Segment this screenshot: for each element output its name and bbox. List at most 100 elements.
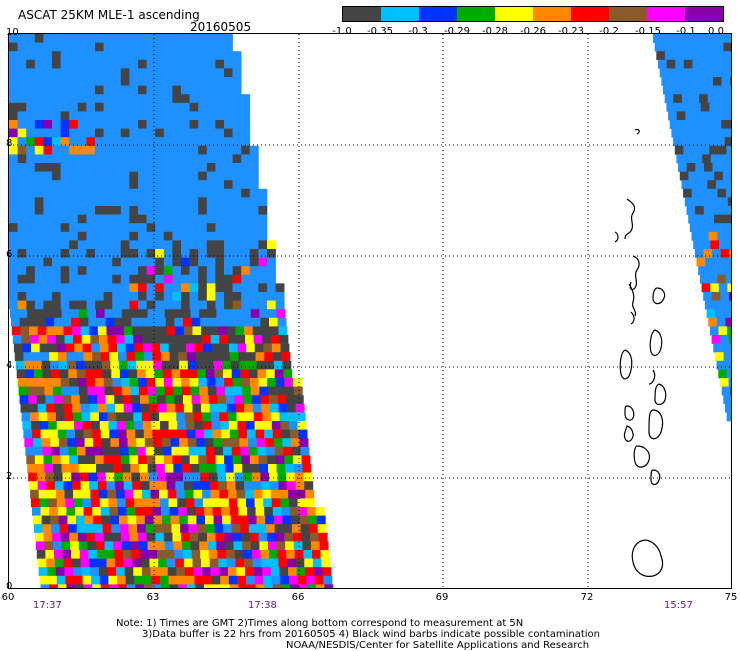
swath-cell [228, 412, 237, 421]
swath-cell [109, 344, 118, 353]
swath-cell [167, 404, 176, 413]
swath-cell [282, 361, 291, 370]
swath-cell [155, 129, 164, 138]
swath-cell [287, 404, 296, 413]
swath-cell [201, 326, 210, 335]
swath-cell [683, 146, 692, 155]
swath-cell [198, 283, 207, 292]
swath-cell [166, 473, 175, 482]
swath-cell [39, 567, 48, 576]
swath-cell [267, 258, 276, 267]
swath-cell [195, 584, 204, 588]
swath-cell [155, 301, 164, 310]
swath-cell [167, 481, 176, 490]
swath-cell [77, 524, 86, 533]
swath-cell [207, 249, 216, 258]
swath-cell [662, 34, 671, 43]
pass-time-label: 15:57 [664, 600, 693, 611]
swath-cell [276, 455, 285, 464]
swath-cell [164, 103, 173, 112]
swath-cell [174, 473, 183, 482]
swath-cell [91, 498, 100, 507]
swath-cell [717, 361, 726, 370]
swath-cell [215, 240, 224, 249]
swath-cell [198, 43, 207, 52]
swath-cell [62, 541, 71, 550]
swath-cell [18, 77, 27, 86]
swath-cell [199, 387, 208, 396]
swath-cell [131, 395, 140, 404]
swath-cell [728, 197, 731, 206]
swath-cell [103, 524, 112, 533]
x-tick-label: 69 [436, 592, 449, 603]
swath-cell [13, 335, 22, 344]
swath-cell [37, 473, 46, 482]
swath-cell [244, 326, 253, 335]
swath-cell [218, 481, 227, 490]
swath-cell [258, 292, 267, 301]
swath-cell [84, 352, 93, 361]
swath-cell [18, 180, 27, 189]
swath-cell [205, 438, 214, 447]
swath-cell [43, 60, 52, 69]
swath-cell [215, 129, 224, 138]
swath-cell [112, 189, 121, 198]
swath-cell [18, 378, 27, 387]
swath-cell [129, 77, 138, 86]
swath-cell [130, 533, 139, 542]
swath-cell [263, 344, 272, 353]
swath-cell [87, 541, 96, 550]
swath-cell [727, 412, 731, 421]
swath-cell [280, 567, 289, 576]
swath-cell [52, 51, 61, 60]
swath-cell [205, 516, 214, 525]
swath-cell [121, 86, 130, 95]
swath-cell [277, 309, 286, 318]
swath-cell [86, 180, 95, 189]
swath-cell [97, 550, 106, 559]
swath-cell [129, 524, 138, 533]
swath-cell [76, 516, 85, 525]
swath-cell [689, 86, 698, 95]
swath-cell [193, 559, 202, 568]
swath-cell [224, 292, 233, 301]
swath-cell [168, 335, 177, 344]
swath-cell [144, 584, 153, 588]
swath-cell [33, 438, 42, 447]
swath-cell [281, 507, 290, 516]
swath-cell [12, 326, 21, 335]
swath-cell [36, 464, 45, 473]
swath-cell [257, 516, 266, 525]
swath-cell [228, 567, 237, 576]
swath-cell [95, 43, 104, 52]
swath-cell [256, 352, 265, 361]
island-outline [625, 199, 635, 239]
swath-cell [722, 387, 731, 396]
swath-cell [92, 352, 101, 361]
swath-cell [163, 524, 172, 533]
swath-cell [241, 378, 250, 387]
swath-cell [172, 94, 181, 103]
swath-cell [292, 524, 301, 533]
swath-cell [95, 77, 104, 86]
swath-cell [185, 412, 194, 421]
swath-cell [125, 335, 134, 344]
swath-cell [108, 567, 117, 576]
swath-cell [250, 154, 259, 163]
swath-cell [250, 146, 259, 155]
swath-cell [129, 120, 138, 129]
swath-cell [118, 507, 127, 516]
island-outline [634, 446, 649, 467]
swath-cell [249, 524, 258, 533]
swath-cell [255, 498, 264, 507]
swath-cell [138, 232, 147, 241]
swath-cell [175, 326, 184, 335]
swath-cell [80, 395, 89, 404]
swath-cell [171, 516, 180, 525]
swath-cell [155, 172, 164, 181]
swath-cell [138, 240, 147, 249]
swath-cell [92, 584, 101, 588]
swath-cell [189, 447, 198, 456]
swath-cell [203, 576, 212, 585]
swath-cell [65, 567, 74, 576]
